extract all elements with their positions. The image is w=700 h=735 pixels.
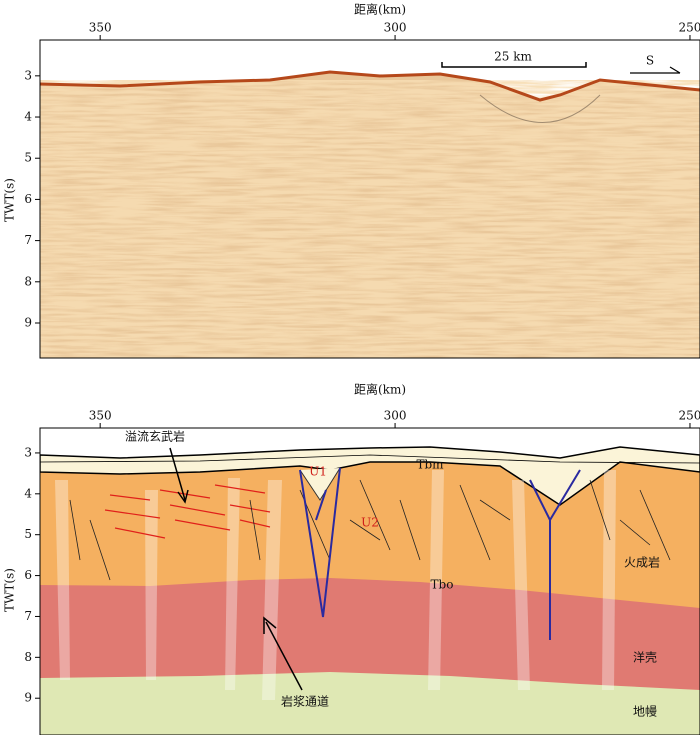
scale-bar <box>441 62 587 68</box>
x-tick-label: 250 <box>679 21 700 35</box>
annotation: U1 <box>309 465 327 479</box>
x-axis-label: 距离(km) <box>354 2 406 17</box>
y-tick-label: 3 <box>24 68 32 82</box>
y-tick-label: 4 <box>24 110 32 124</box>
seismic-image <box>40 70 700 358</box>
y-axis-label: TWT(s) <box>3 178 17 222</box>
x-tick-label: 300 <box>384 409 407 423</box>
pointer-arrow <box>169 447 189 504</box>
annotation: 25 km <box>494 50 532 64</box>
x-tick-label: 250 <box>679 409 700 423</box>
pointer-arrow <box>263 616 303 691</box>
y-tick-label: 3 <box>24 445 32 459</box>
annotation: 火成岩 <box>624 555 660 570</box>
y-tick-label: 6 <box>24 568 32 582</box>
y-tick-label: 7 <box>24 609 32 623</box>
interpretation <box>40 428 700 735</box>
annotation: Tbm <box>416 458 444 472</box>
annotation: 溢流玄武岩 <box>125 429 185 444</box>
y-tick-label: 8 <box>24 650 32 664</box>
y-tick-label: 8 <box>24 274 32 288</box>
annotation: Tbo <box>431 578 454 592</box>
annotation: 洋壳 <box>633 650 657 665</box>
y-tick-label: 7 <box>24 233 32 247</box>
y-tick-label: 6 <box>24 192 32 206</box>
y-tick-label: 4 <box>24 486 32 500</box>
x-axis-label: 距离(km) <box>354 382 406 397</box>
annotation: S <box>646 54 654 68</box>
y-tick-label: 5 <box>24 527 32 541</box>
annotation: 岩浆通道 <box>281 694 329 709</box>
y-tick-label: 5 <box>24 151 32 165</box>
direction-arrow <box>630 66 681 74</box>
x-tick-label: 350 <box>89 409 112 423</box>
y-tick-label: 9 <box>24 691 32 705</box>
annotation: 地幔 <box>633 704 657 719</box>
annotation: U2 <box>361 516 379 530</box>
y-tick-label: 9 <box>24 315 32 329</box>
x-tick-label: 350 <box>89 21 112 35</box>
y-axis-label: TWT(s) <box>3 568 17 612</box>
x-tick-label: 300 <box>384 21 407 35</box>
panel-frame <box>39 427 700 735</box>
